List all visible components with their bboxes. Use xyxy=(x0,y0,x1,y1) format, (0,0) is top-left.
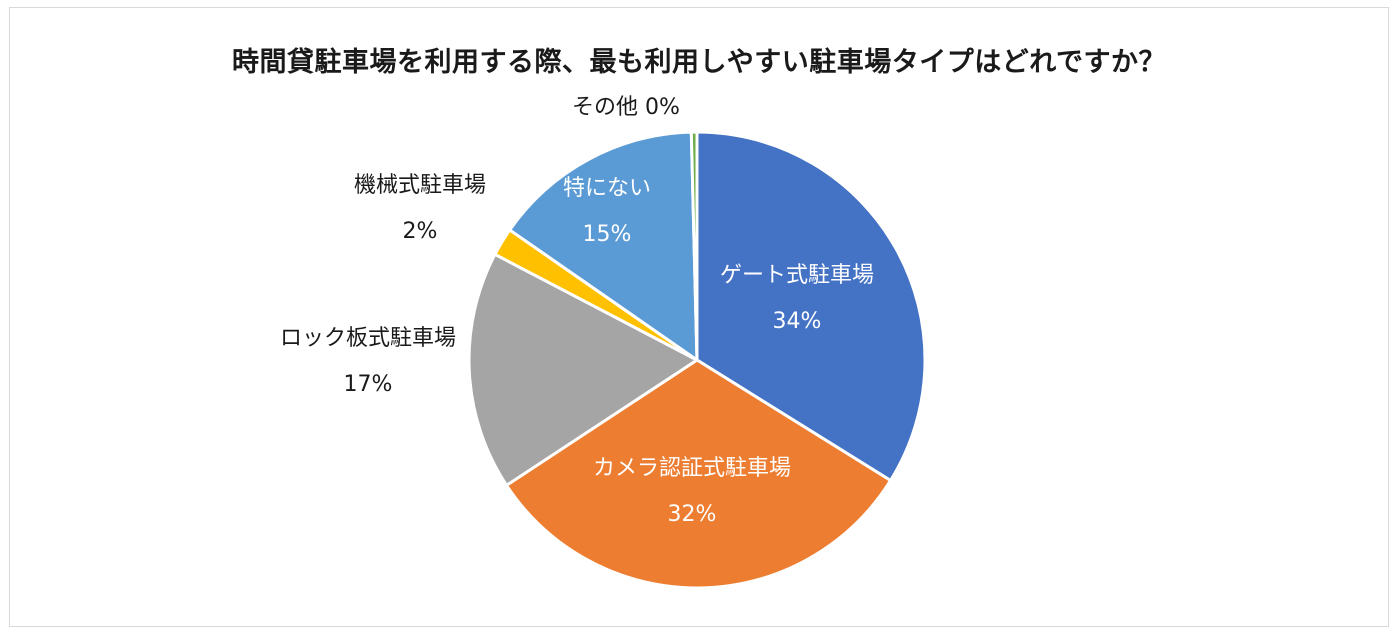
slice-label-3: ロック板式駐車場 xyxy=(280,326,456,351)
slice-label-4: 機械式駐車場 xyxy=(354,173,486,198)
slice-value-label-3: 17% xyxy=(344,372,393,397)
slice-label-1: ゲート式駐車場 xyxy=(720,263,874,288)
slice-value-label-5: 15% xyxy=(583,222,632,247)
slice-label-2: カメラ認証式駐車場 xyxy=(593,456,791,481)
pie-slice-3 xyxy=(467,252,699,487)
pie-labels: ゲート式駐車場 34% カメラ認証式駐車場 32% ロック板式駐車場 17% 機械式駐車場 2… xyxy=(280,95,874,527)
slice-value-label-1: 34% xyxy=(773,309,822,334)
chart-title: 時間貸駐車場を利用する際、最も利用しやすい駐車場タイプはどれですか？ xyxy=(232,47,1166,78)
slice-value-label-2: 32% xyxy=(668,502,717,527)
pie-slice-6 xyxy=(689,130,699,362)
pie-slice-5 xyxy=(508,130,699,362)
slice-label-6: その他 0% xyxy=(572,95,680,120)
pie-slice-2 xyxy=(505,358,893,590)
slice-value-label-4: 2% xyxy=(403,219,438,244)
slice-label-5: 特にない xyxy=(563,176,651,201)
pie-slice-1 xyxy=(695,130,927,483)
pie-slices xyxy=(467,130,927,590)
